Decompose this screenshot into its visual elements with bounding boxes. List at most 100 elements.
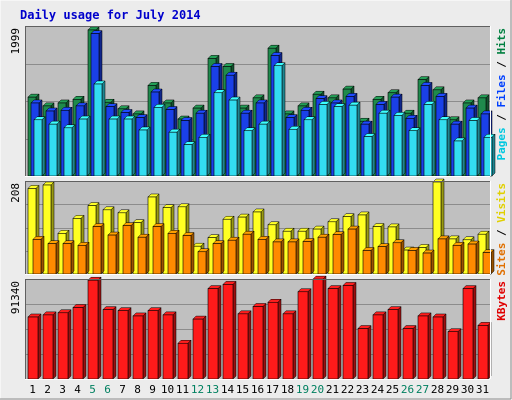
bar-front xyxy=(213,92,223,177)
bar-pages-day-22 xyxy=(348,101,361,177)
bar-front xyxy=(222,284,234,380)
bar-front xyxy=(363,136,373,177)
bar-front xyxy=(453,140,463,177)
bar-side xyxy=(157,307,162,380)
bar-front xyxy=(228,99,238,177)
bar-pages-day-18 xyxy=(288,125,301,177)
bar-front xyxy=(123,118,133,177)
bar-front xyxy=(467,243,477,275)
bar-sites-day-4 xyxy=(77,241,90,275)
panel-visits-sites: 208 Sites / Visits xyxy=(9,178,508,276)
bar-front xyxy=(207,288,219,380)
bar-kbytes-day-19 xyxy=(297,288,312,380)
bar-kbytes-day-8 xyxy=(132,312,147,380)
bar-side xyxy=(116,115,121,177)
bar-front xyxy=(267,301,279,380)
bar-sites-day-13 xyxy=(212,240,225,275)
panel-max-label: 1999 xyxy=(9,28,22,55)
bar-pages-day-12 xyxy=(198,133,211,177)
bar-front xyxy=(432,316,444,380)
bar-side xyxy=(265,235,270,275)
bar-sites-day-10 xyxy=(167,229,180,275)
bar-front xyxy=(153,107,163,177)
bar-sites-day-8 xyxy=(137,233,150,275)
bar-front xyxy=(332,234,342,275)
bar-side xyxy=(460,241,465,275)
bar-front xyxy=(42,314,54,380)
panel-legend: Sites / Visits xyxy=(495,183,508,276)
bar-side xyxy=(431,100,436,177)
bar-kbytes-day-14 xyxy=(222,280,237,380)
bar-side xyxy=(70,240,75,275)
bar-front xyxy=(27,316,39,380)
bar-front xyxy=(297,291,309,380)
x-tick-day-16: 16 xyxy=(251,383,264,396)
bar-front xyxy=(327,288,339,380)
x-axis-labels: 1 2 3 4 5 6 7 8 9 10 11 12 13 14 15 16 17 18 19 20 21 22 23 24 2… xyxy=(29,383,489,396)
bar-side xyxy=(415,246,420,275)
bar-front xyxy=(348,104,358,177)
bar-front xyxy=(377,246,387,275)
bar-sites-day-14 xyxy=(227,236,240,275)
bar-side xyxy=(412,324,417,380)
x-tick-day-6: 6 xyxy=(104,383,111,396)
bar-kbytes-day-16 xyxy=(252,302,267,380)
bar-front xyxy=(132,315,144,380)
x-tick-day-22: 22 xyxy=(341,383,354,396)
bar-side xyxy=(55,240,60,275)
bar-kbytes-day-12 xyxy=(192,315,207,380)
bar-front xyxy=(93,83,103,177)
bar-front xyxy=(138,129,148,177)
bar-pages-day-8 xyxy=(138,126,151,177)
bar-pages-day-9 xyxy=(153,103,166,177)
bar-kbytes-day-18 xyxy=(282,310,297,380)
bar-side xyxy=(280,238,285,275)
bar-front xyxy=(108,118,118,177)
bar-side xyxy=(191,140,196,177)
legend-entry-1: / xyxy=(495,223,508,243)
bar-front xyxy=(63,127,73,177)
panel-kbytes: 91340 KBytes xyxy=(9,275,508,380)
bar-side xyxy=(476,116,481,177)
bar-front xyxy=(477,325,489,380)
x-tick-day-7: 7 xyxy=(119,383,126,396)
bar-sites-day-23 xyxy=(362,246,375,275)
bar-front xyxy=(257,239,267,275)
bar-side xyxy=(115,231,120,275)
x-tick-day-3: 3 xyxy=(59,383,66,396)
bar-front xyxy=(102,309,114,380)
x-tick-day-12: 12 xyxy=(191,383,204,396)
bar-side xyxy=(266,120,271,177)
x-tick-day-19: 19 xyxy=(296,383,309,396)
bar-side xyxy=(295,238,300,275)
bar-front xyxy=(438,119,448,177)
bar-front xyxy=(423,104,433,177)
panel-max-label: 208 xyxy=(9,183,22,203)
bar-side xyxy=(400,239,405,275)
bar-sites-day-29 xyxy=(452,241,465,275)
bar-side xyxy=(296,125,301,177)
bar-side xyxy=(161,103,166,177)
bar-side xyxy=(322,275,327,380)
legend-entry-0: Sites xyxy=(495,243,508,276)
bar-front xyxy=(402,328,414,380)
x-tick-day-4: 4 xyxy=(74,383,81,396)
x-tick-day-1: 1 xyxy=(29,383,36,396)
bar-side xyxy=(131,115,136,177)
bar-front xyxy=(48,123,58,177)
bar-pages-day-17 xyxy=(273,62,286,177)
bar-side xyxy=(277,298,282,380)
bar-front xyxy=(392,242,402,275)
bar-sites-day-30 xyxy=(467,240,480,275)
bar-pages-day-2 xyxy=(48,120,61,177)
bar-front xyxy=(57,312,69,380)
bar-kbytes-day-29 xyxy=(447,328,462,380)
bar-pages-day-6 xyxy=(108,115,121,177)
bar-front xyxy=(303,119,313,177)
bar-kbytes-day-20 xyxy=(312,275,327,380)
bar-side xyxy=(367,324,372,380)
bar-front xyxy=(212,243,222,275)
bar-front xyxy=(197,251,207,275)
bar-front xyxy=(468,120,478,177)
bar-front xyxy=(387,309,399,380)
